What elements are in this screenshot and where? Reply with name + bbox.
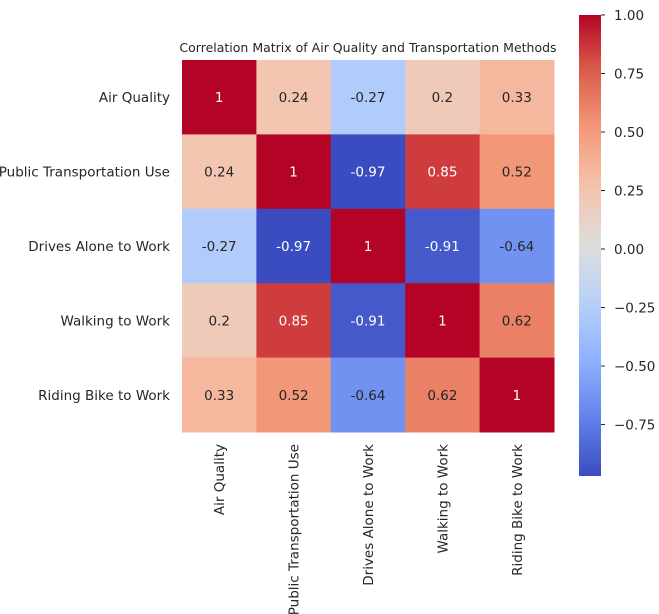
cell-value-label: 0.62 bbox=[427, 388, 457, 404]
heatmap-cell-3-2 bbox=[330, 283, 406, 359]
cell-value-label: 1 bbox=[364, 239, 373, 255]
colorbar-tick-label: 1.00 bbox=[614, 8, 644, 24]
cell-value-label: 0.24 bbox=[279, 90, 309, 106]
column-label: Walking to Work bbox=[435, 444, 451, 554]
cell-value-label: 1 bbox=[289, 165, 298, 181]
cell-value-label: 0.33 bbox=[204, 388, 234, 404]
colorbar-tick-label: −0.75 bbox=[614, 418, 655, 434]
cell-value-label: 0.52 bbox=[502, 165, 532, 181]
heatmap-cell-2-4 bbox=[479, 208, 555, 284]
heatmap-cell-3-1 bbox=[256, 283, 332, 359]
heatmap-cell-4-1 bbox=[256, 357, 332, 433]
heatmap-cell-1-1 bbox=[256, 134, 332, 210]
cell-value-label: 0.62 bbox=[502, 313, 532, 329]
colorbar-tick-label: 0.75 bbox=[614, 67, 644, 83]
heatmap-cell-2-2 bbox=[330, 208, 406, 284]
heatmap-cell-0-1 bbox=[256, 60, 332, 135]
colorbar-tick-label: −0.50 bbox=[614, 359, 655, 375]
heatmap-cell-1-0 bbox=[182, 134, 257, 210]
cell-value-label: 0.2 bbox=[432, 90, 453, 106]
cell-value-label: 0.2 bbox=[208, 313, 229, 329]
colorbar-tick-label: 0.00 bbox=[614, 242, 644, 258]
heatmap-cells: 1 0.24 -0.27 0.2 0.33 0.24 1 -0.97 0.85 0.52 -0.27… bbox=[182, 60, 555, 433]
row-label: Drives Alone to Work bbox=[28, 239, 170, 255]
cell-value-label: -0.64 bbox=[499, 239, 534, 255]
column-label: Air Quality bbox=[212, 444, 228, 515]
cell-value-label: 1 bbox=[215, 90, 224, 106]
row-label: Air Quality bbox=[99, 90, 170, 106]
column-labels: Air Quality Public Transportation Use Driv… bbox=[212, 444, 526, 614]
heatmap-cell-2-3 bbox=[405, 208, 481, 284]
column-label: Public Transportation Use bbox=[287, 444, 303, 614]
row-label: Walking to Work bbox=[60, 313, 170, 329]
row-label: Public Transportation Use bbox=[0, 165, 170, 181]
heatmap-cell-3-4 bbox=[479, 283, 555, 359]
cell-value-label: -0.27 bbox=[351, 90, 386, 106]
heatmap-cell-0-0 bbox=[182, 60, 257, 135]
heatmap-cell-0-2 bbox=[330, 60, 406, 135]
cell-value-label: 0.85 bbox=[427, 165, 457, 181]
cell-value-label: -0.27 bbox=[202, 239, 237, 255]
cell-value-label: 0.85 bbox=[279, 313, 309, 329]
column-label: Riding Bike to Work bbox=[510, 444, 526, 576]
cell-value-label: 1 bbox=[438, 313, 447, 329]
heatmap-cell-0-4 bbox=[479, 60, 555, 135]
heatmap-cell-1-3 bbox=[405, 134, 481, 210]
cell-value-label: 0.52 bbox=[279, 388, 309, 404]
cell-value-label: 1 bbox=[513, 388, 522, 404]
heatmap-cell-4-0 bbox=[182, 357, 257, 433]
heatmap-cell-4-4 bbox=[479, 357, 555, 433]
colorbar bbox=[579, 15, 601, 476]
colorbar-tick-label: 0.50 bbox=[614, 125, 644, 141]
chart-title: Correlation Matrix of Air Quality and Tr… bbox=[179, 40, 556, 55]
colorbar-tick-label: −0.25 bbox=[614, 301, 655, 317]
column-label: Drives Alone to Work bbox=[361, 444, 377, 586]
cell-value-label: -0.97 bbox=[276, 239, 311, 255]
cell-value-label: -0.64 bbox=[351, 388, 386, 404]
colorbar-ticks: 1.00 0.75 0.50 0.25 0.00 −0.25 −0.50 −0.75 bbox=[601, 8, 655, 434]
heatmap-cell-2-1 bbox=[256, 208, 332, 284]
heatmap-cell-3-3 bbox=[405, 283, 481, 359]
cell-value-label: -0.91 bbox=[425, 239, 460, 255]
row-labels: Air Quality Public Transportation Use Driv… bbox=[0, 90, 170, 404]
cell-value-label: 0.24 bbox=[204, 165, 234, 181]
heatmap-cell-2-0 bbox=[182, 208, 257, 284]
heatmap-cell-3-0 bbox=[182, 283, 257, 359]
row-label: Riding Bike to Work bbox=[38, 388, 170, 404]
cell-value-label: -0.91 bbox=[351, 313, 386, 329]
cell-value-label: -0.97 bbox=[351, 165, 386, 181]
cell-value-label: 0.33 bbox=[502, 90, 532, 106]
heatmap-cell-1-2 bbox=[330, 134, 406, 210]
heatmap-cell-4-2 bbox=[330, 357, 406, 433]
colorbar-tick-label: 0.25 bbox=[614, 184, 644, 200]
heatmap-cell-1-4 bbox=[479, 134, 555, 210]
heatmap-cell-0-3 bbox=[405, 60, 481, 135]
heatmap-cell-4-3 bbox=[405, 357, 481, 433]
